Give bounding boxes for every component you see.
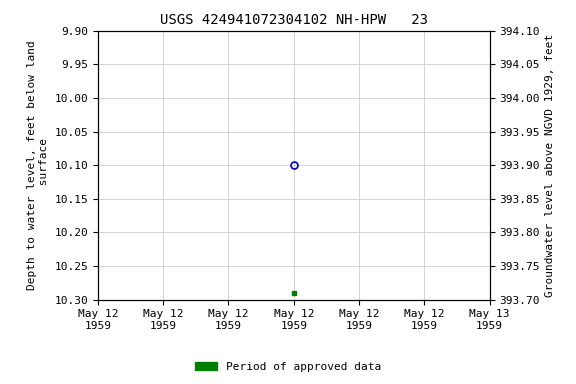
Title: USGS 424941072304102 NH-HPW   23: USGS 424941072304102 NH-HPW 23 — [160, 13, 428, 27]
Y-axis label: Groundwater level above NGVD 1929, feet: Groundwater level above NGVD 1929, feet — [545, 33, 555, 297]
Y-axis label: Depth to water level, feet below land
 surface: Depth to water level, feet below land su… — [27, 40, 49, 290]
Legend: Period of approved data: Period of approved data — [191, 358, 385, 377]
